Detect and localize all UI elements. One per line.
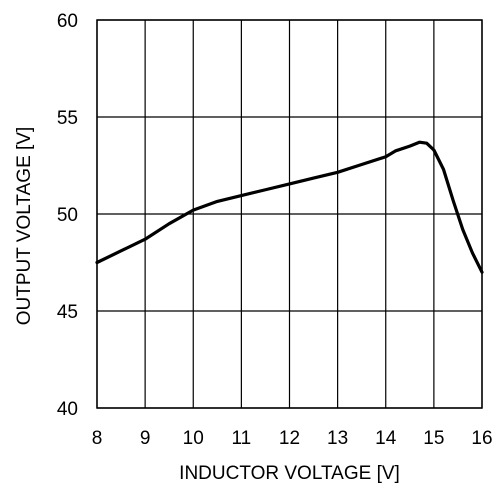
x-tick-label: 13 (327, 428, 348, 449)
y-tick-labels: 40 45 50 55 60 (57, 11, 78, 420)
y-tick-label: 45 (57, 302, 78, 323)
x-tick-label: 8 (92, 428, 103, 449)
y-tick-label: 55 (57, 108, 78, 129)
grid (96, 19, 483, 409)
x-tick-labels: 8 9 10 11 12 13 14 15 16 (92, 428, 493, 449)
x-tick-label: 14 (375, 428, 397, 449)
series-line (95, 140, 484, 274)
x-tick-label: 10 (183, 428, 204, 449)
plot-frame (96, 19, 483, 409)
y-tick-label: 60 (57, 11, 78, 32)
x-tick-label: 16 (471, 428, 492, 449)
x-tick-label: 12 (279, 428, 300, 449)
series-layer (95, 140, 484, 274)
y-axis-title: OUTPUT VOLTAGE [V] (14, 127, 35, 325)
x-tick-label: 15 (423, 428, 444, 449)
x-axis-title: INDUCTOR VOLTAGE [V] (179, 463, 400, 484)
x-tick-label: 11 (232, 428, 252, 449)
y-tick-label: 40 (57, 399, 78, 420)
y-tick-label: 50 (57, 205, 78, 226)
x-tick-label: 9 (140, 428, 151, 449)
